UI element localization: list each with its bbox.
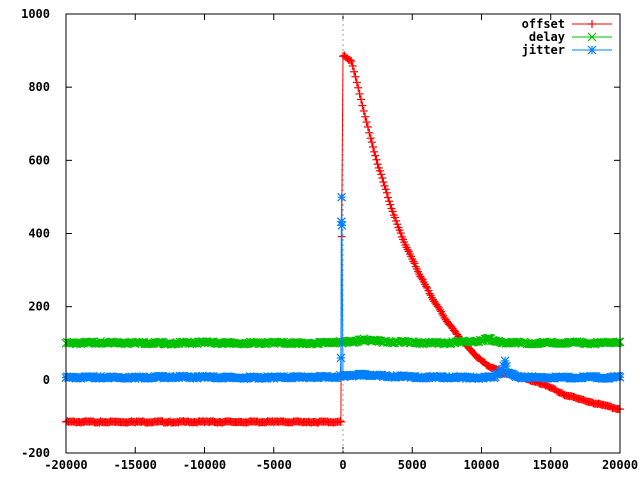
data-point-offset [382, 188, 391, 197]
data-point-offset [370, 147, 379, 156]
data-point-jitter [500, 356, 510, 366]
series-delay [61, 333, 625, 349]
data-point-delay [154, 337, 164, 347]
data-point-offset [362, 118, 371, 127]
x-tick-label: -20000 [44, 458, 87, 472]
data-point-offset [435, 305, 444, 314]
data-point-offset [369, 142, 378, 151]
series-offset [62, 51, 624, 427]
y-tick-label: 400 [28, 227, 50, 241]
data-point-offset [378, 174, 387, 183]
data-point-offset [351, 72, 360, 81]
y-tick-label: 0 [43, 373, 50, 387]
x-tick-label: -5000 [256, 458, 292, 472]
data-point-offset [355, 89, 364, 98]
data-point-offset [410, 259, 419, 268]
series-jitter [61, 192, 625, 384]
data-point-offset [396, 229, 405, 238]
data-point-offset [348, 61, 357, 70]
data-point-offset [377, 170, 386, 179]
data-point-offset [354, 83, 363, 92]
data-point-offset [393, 220, 402, 229]
x-tick-label: 15000 [533, 458, 569, 472]
plot-frame [65, 13, 621, 454]
y-tick-label: 800 [28, 80, 50, 94]
data-point-jitter [337, 192, 347, 202]
data-point-offset [384, 193, 393, 202]
data-point-offset [359, 106, 368, 115]
data-point-offset [363, 122, 372, 131]
data-point-offset [375, 166, 384, 175]
x-tick-label: 10000 [463, 458, 499, 472]
data-point-offset [379, 178, 388, 187]
data-point-offset [336, 417, 345, 426]
y-tick-label: 200 [28, 300, 50, 314]
data-point-delay [372, 336, 382, 345]
data-point-offset [373, 160, 382, 169]
data-point-offset [366, 134, 375, 143]
data-point-offset [358, 101, 367, 110]
y-tick-label: -200 [21, 446, 50, 460]
x-tick-label: -10000 [183, 458, 226, 472]
data-point-offset [380, 181, 389, 190]
data-point-offset [388, 207, 397, 216]
data-point-offset [371, 151, 380, 160]
x-tick-label: -15000 [114, 458, 157, 472]
legend-marker-jitter [587, 45, 597, 55]
y-tick-label: 600 [28, 153, 50, 167]
data-point-offset [352, 78, 361, 87]
data-point-offset [345, 56, 354, 65]
data-point-offset [372, 155, 381, 164]
data-point-offset [403, 245, 412, 254]
data-point-offset [365, 128, 374, 137]
data-point-delay [614, 337, 624, 347]
data-point-offset [367, 138, 376, 147]
data-point-offset [350, 67, 359, 76]
data-point-jitter [337, 220, 347, 230]
data-point-offset [357, 95, 366, 104]
x-tick-label: 0 [339, 458, 346, 472]
data-point-offset [386, 200, 395, 209]
data-point-offset [381, 185, 390, 194]
x-tick-label: 5000 [398, 458, 427, 472]
data-point-jitter [502, 361, 511, 371]
data-point-offset [390, 213, 399, 222]
y-tick-label: 1000 [21, 7, 50, 21]
data-point-offset [425, 289, 434, 298]
data-point-offset [336, 417, 345, 426]
data-point-offset [409, 257, 418, 266]
legend-label-delay: delay [529, 30, 565, 44]
legend-marker-offset [588, 20, 596, 28]
data-point-offset [361, 112, 370, 121]
x-tick-label: 20000 [602, 458, 638, 472]
data-point-offset [422, 282, 431, 291]
legend-label-jitter: jitter [522, 43, 565, 57]
data-point-offset [347, 57, 356, 66]
legend-label-offset: offset [522, 17, 565, 31]
legend-marker-delay [587, 32, 597, 42]
data-point-offset [385, 197, 394, 206]
data-point-jitter [336, 353, 346, 363]
series-layer [61, 51, 625, 427]
